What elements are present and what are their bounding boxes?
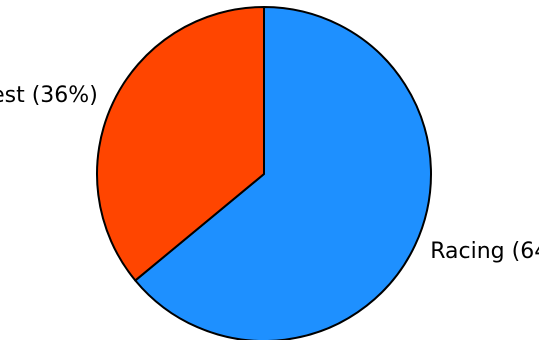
pie-labels: Racing (64%) Rest (36%) (0, 83, 539, 264)
pie-slices (95, 6, 432, 340)
pie-slice-racing (134, 6, 432, 340)
pie-label-rest: Rest (36%) (0, 83, 98, 108)
pie-slice-rest (95, 6, 265, 282)
pie-label-racing: Racing (64%) (430, 239, 539, 264)
